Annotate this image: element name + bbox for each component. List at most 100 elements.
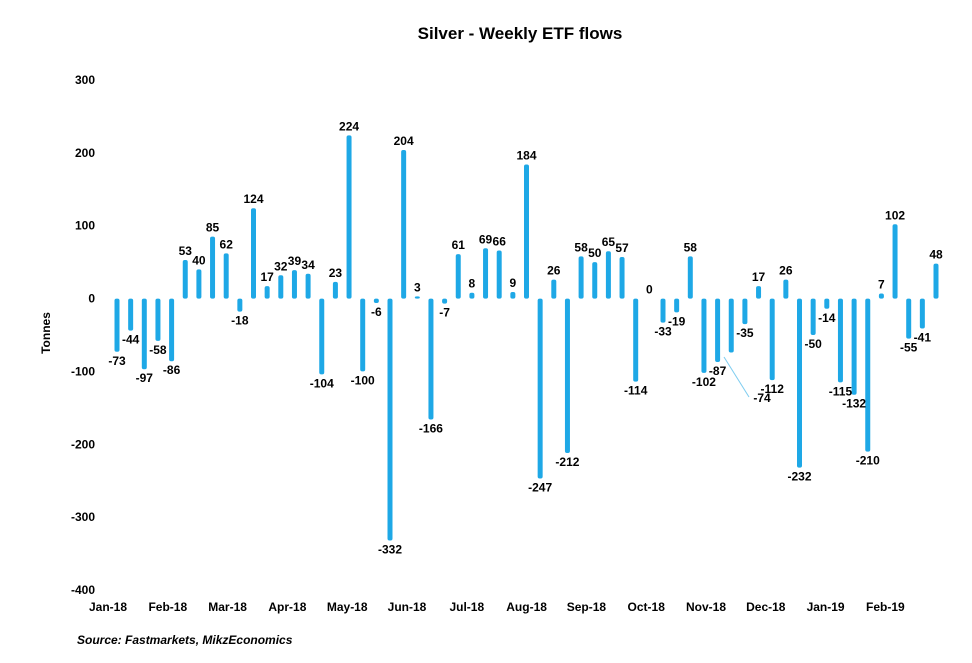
x-tick-label: Jan-19 <box>807 600 845 614</box>
y-tick-label: 300 <box>75 73 95 87</box>
data-label: -114 <box>624 384 648 398</box>
bar <box>742 298 748 325</box>
bar <box>305 273 311 299</box>
bar <box>837 298 843 383</box>
x-tick-label: Mar-18 <box>208 600 247 614</box>
data-label: -74 <box>753 391 771 405</box>
data-label: 26 <box>547 264 561 278</box>
data-label: -212 <box>555 455 579 469</box>
data-label: -87 <box>709 364 727 378</box>
x-tick-label: Jul-18 <box>449 600 484 614</box>
data-label: -104 <box>310 376 334 390</box>
bar <box>128 298 134 331</box>
bar <box>469 292 475 299</box>
bar <box>769 298 775 381</box>
bar <box>155 298 161 341</box>
bar <box>537 298 543 479</box>
data-label: 17 <box>260 270 274 284</box>
x-tick-label: Apr-18 <box>268 600 306 614</box>
bar <box>428 298 434 420</box>
bar <box>278 275 284 299</box>
data-label: -50 <box>804 337 822 351</box>
y-tick-label: -400 <box>71 583 95 597</box>
data-label: 62 <box>220 237 234 251</box>
data-label: 39 <box>288 254 302 268</box>
bar <box>878 293 884 299</box>
bar <box>182 259 188 299</box>
bar <box>401 149 407 299</box>
bar <box>701 298 707 373</box>
data-label: -210 <box>856 454 880 468</box>
data-label: 50 <box>588 246 602 260</box>
bar <box>564 298 570 454</box>
data-label: 184 <box>516 149 536 163</box>
bar <box>851 298 857 395</box>
data-label: 85 <box>206 221 220 235</box>
bar <box>360 298 366 372</box>
data-label: -41 <box>914 330 932 344</box>
bar <box>797 298 802 468</box>
bar <box>223 253 229 299</box>
bar <box>291 270 297 299</box>
data-label: 17 <box>752 270 766 284</box>
x-tick-label: Dec-18 <box>746 600 786 614</box>
bar <box>114 298 120 352</box>
bar <box>510 292 516 299</box>
data-label: -35 <box>736 326 754 340</box>
data-label: -232 <box>787 470 811 484</box>
data-label: -332 <box>378 542 402 556</box>
x-tick-label: Oct-18 <box>628 600 666 614</box>
bar <box>578 256 584 299</box>
x-axis-ticks: Jan-18 Feb-18 Mar-18 Apr-18 May-18 Jun-18 Jul-… <box>89 600 905 614</box>
data-label: -112 <box>761 382 785 396</box>
data-label: 34 <box>301 258 315 272</box>
data-label: 26 <box>779 264 793 278</box>
bar <box>210 236 216 299</box>
y-tick-label: -100 <box>71 364 95 378</box>
bar <box>783 279 789 299</box>
data-label: -166 <box>419 422 443 436</box>
data-label: -102 <box>692 375 716 389</box>
data-label: 58 <box>574 240 588 254</box>
y-tick-label: 200 <box>75 146 95 160</box>
data-label: 65 <box>602 235 616 249</box>
x-tick-label: May-18 <box>327 600 368 614</box>
data-label: -115 <box>829 384 853 398</box>
bar <box>756 286 762 299</box>
data-label: 3 <box>414 280 421 294</box>
y-axis-label: Tonnes <box>39 312 53 354</box>
y-tick-label: -200 <box>71 437 95 451</box>
data-label: 204 <box>394 134 414 148</box>
bar <box>237 298 243 312</box>
data-label: -6 <box>371 305 382 319</box>
bar <box>687 256 693 299</box>
bar <box>592 262 598 299</box>
bar <box>633 298 639 382</box>
bar <box>524 164 529 299</box>
data-label: -44 <box>122 333 140 347</box>
bar <box>251 208 256 299</box>
data-label: 32 <box>274 259 288 273</box>
data-label: -100 <box>351 373 375 387</box>
data-label: 23 <box>329 266 343 280</box>
y-axis-ticks: 300 200 100 0 -100 -200 -300 -400 <box>71 73 95 597</box>
x-tick-label: Sep-18 <box>567 600 607 614</box>
data-label: -55 <box>900 341 918 355</box>
data-label: 66 <box>493 234 507 248</box>
bar <box>660 298 666 323</box>
bar <box>414 296 420 299</box>
bar <box>810 298 816 335</box>
bar <box>387 298 393 541</box>
x-tick-label: Nov-18 <box>686 600 726 614</box>
source-note: Source: Fastmarkets, MikzEconomics <box>77 633 293 647</box>
data-label: 48 <box>929 248 943 262</box>
chart-title: Silver - Weekly ETF flows <box>418 24 623 43</box>
bar <box>373 298 379 303</box>
bar <box>196 269 202 299</box>
bar <box>442 298 448 304</box>
data-label: -132 <box>842 397 866 411</box>
data-label: -19 <box>668 314 686 328</box>
bar <box>919 298 925 329</box>
